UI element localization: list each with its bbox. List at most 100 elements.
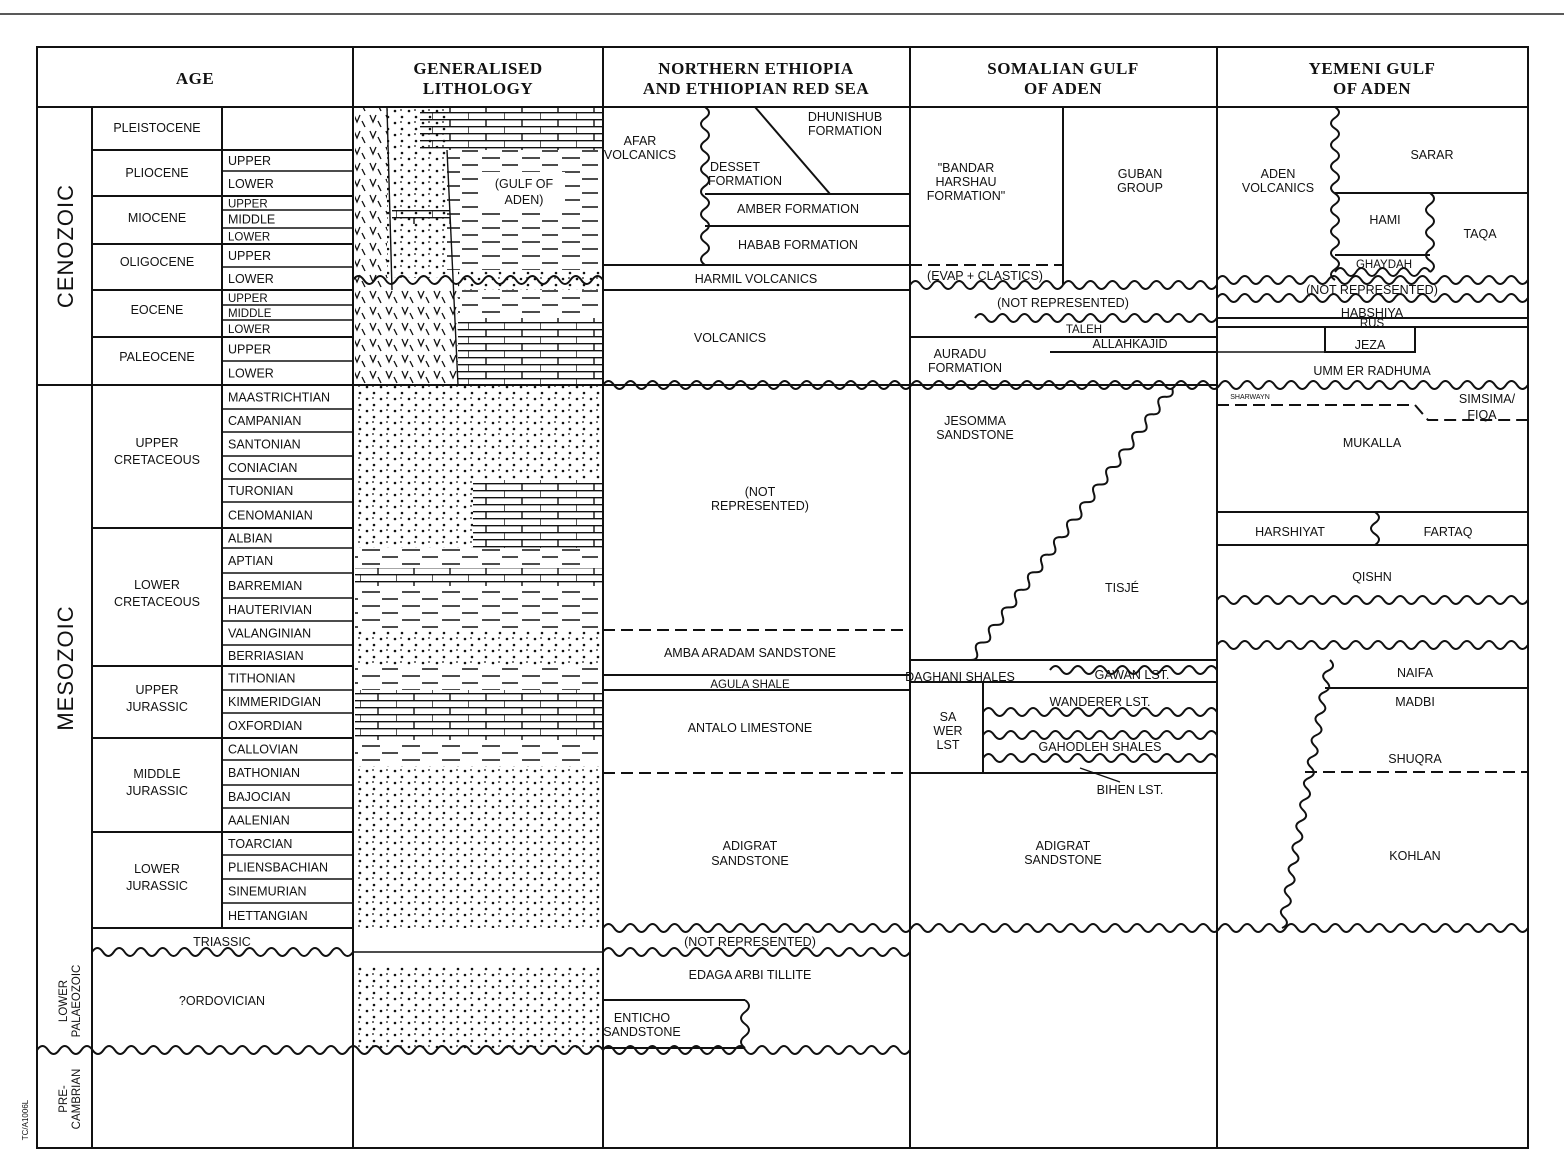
sa-wer-lst-line3: LST [937,738,960,752]
header-yemen-line2: OF ADEN [1333,79,1411,98]
epoch-middle-jurassic-line2: JURASSIC [126,784,188,798]
epoch-lower-cretaceous: LOWER [134,578,180,592]
sa-wer-lst-line2: WER [933,724,962,738]
unconformity-line [1216,293,1529,303]
jesomma-sandstone-line2: SANDSTONE [936,428,1014,442]
unconformity-line [91,947,354,957]
epoch-middle-jurassic: MIDDLE [133,767,180,781]
auradu-formation: AURADU [934,347,987,361]
stage-sinemurian: SINEMURIAN [228,885,306,899]
header-lithology: GENERALISED [413,59,542,78]
allahkajid: ALLAHKAJID [1092,337,1167,351]
unconformity-line [1334,267,1431,277]
yemen-column: ADEN VOLCANICS SARAR HAMI TAQA GHAYDAH (… [1217,106,1528,929]
sa-wer-lst: SA [940,710,957,724]
stage-eocene-upper: UPPER [228,293,268,305]
habab-formation: HABAB FORMATION [738,238,858,252]
header-ethiopia-line2: AND ETHIOPIAN RED SEA [643,79,870,98]
epoch-upper-jurassic-line2: JURASSIC [126,700,188,714]
stage-bathonian: BATHONIAN [228,766,300,780]
stage-barremian: BARREMIAN [228,579,302,593]
rus: RUS [1360,318,1385,330]
naifa: NAIFA [1397,666,1434,680]
epoch-eocene: EOCENE [131,303,184,317]
kohlan: KOHLAN [1389,849,1440,863]
tisje: TISJÉ [1105,580,1139,595]
guban-group: GUBAN [1118,167,1162,181]
epoch-upper-cretaceous: UPPER [135,436,178,450]
epoch-lower-jurassic: LOWER [134,862,180,876]
epoch-paleocene: PALEOCENE [119,350,195,364]
volcanic-fill [355,290,458,385]
limestone-fill [420,108,602,150]
header-age: AGE [176,69,214,88]
figure-code: TC/A1006L [21,1099,30,1140]
habshiya: HABSHIYA [1341,306,1404,320]
ethiopia-column: AFAR VOLCANICS DHUNISHUB FORMATION DESSE… [603,106,910,1049]
volcanic-fill [355,108,387,290]
era-cenozoic: CENOZOIC [53,184,78,308]
bandar-harshau-formation-line3: FORMATION" [927,189,1006,203]
desset-formation: DESSET [710,160,760,174]
stage-maastrichtian: MAASTRICHTIAN [228,391,330,405]
shale-fill [355,548,602,568]
sandstone-fill [355,766,602,928]
stage-pliensbachian: PLIENSBACHIAN [228,861,328,875]
stage-oxfordian: OXFORDIAN [228,719,302,733]
table-grid [36,46,1529,1149]
umm-er-radhuma: UMM ER RADHUMA [1313,364,1431,378]
stage-aptian: APTIAN [228,554,273,568]
bandar-harshau-formation: "BANDAR [938,161,995,175]
tillite-fill [355,965,602,1050]
unconformity-line [909,280,1064,290]
header-row: AGE GENERALISED LITHOLOGY NORTHERN ETHIO… [176,59,1435,98]
wanderer-lst: WANDERER LST. [1050,695,1151,709]
stage-eocene-lower: LOWER [228,324,270,336]
stage-miocene-upper: UPPER [228,199,268,211]
somalia-column: "BANDAR HARSHAU FORMATION" GUBAN GROUP (… [905,107,1218,867]
hami: HAMI [1369,213,1400,227]
madbi: MADBI [1395,695,1435,709]
daghani-shales: DAGHANI SHALES [905,670,1015,684]
not-represented: (NOT REPRESENTED) [1306,283,1438,297]
stage-paleocene-lower: LOWER [228,367,274,381]
amber-formation: AMBER FORMATION [737,202,859,216]
unconformity-line [602,923,1529,933]
unconformity-line [974,313,1218,323]
unconformity-line [36,1045,604,1055]
stage-berriasian: BERRIASIAN [228,649,304,663]
lithology-gulf-of-aden: (GULF OF [495,177,554,191]
unconformity-line [1216,595,1529,605]
epoch-miocene: MIOCENE [128,211,186,225]
lithology-gulf-of-aden-line2: ADEN) [505,193,544,207]
era-mesozoic: MESOZOIC [53,605,78,730]
simsima-fiqa: SIMSIMA/ [1459,392,1516,406]
harshiyat: HARSHIYAT [1255,525,1325,539]
stage-cenomanian: CENOMANIAN [228,509,313,523]
epoch-oligocene: OLIGOCENE [120,255,194,269]
stage-pliocene-upper: UPPER [228,154,271,168]
unconformity-line [1216,275,1529,285]
jesomma-sandstone: JESOMMA [944,414,1006,428]
lateral-contact-line [1425,192,1435,273]
epoch-ordovician: ?ORDOVICIAN [179,994,265,1008]
diachronous-contact-line [1279,659,1334,929]
header-somalia-line2: OF ADEN [1024,79,1102,98]
stage-santonian: SANTONIAN [228,438,301,452]
ghaydah: GHAYDAH [1356,259,1412,271]
unconformity-line [1049,665,1218,675]
sandstone-fill [458,270,602,290]
enticho-sandstone-line2: SANDSTONE [603,1025,681,1039]
stage-turonian: TURONIAN [228,484,293,498]
era-lower-palaeozoic-line2: PALAEOZOIC [71,965,83,1038]
limestone-fill [473,480,602,548]
unconformity-line [1062,280,1218,290]
dhunishub-formation-line2: FORMATION [808,124,882,138]
shale-fill [355,586,602,630]
desset-formation-line2: FORMATION [708,174,782,188]
unconformity-lines [36,275,1529,1055]
stage-paleocene-upper: UPPER [228,343,271,357]
volcanics: VOLCANICS [694,331,766,345]
stage-pliocene-lower: LOWER [228,177,274,191]
enticho-sandstone: ENTICHO [614,1011,671,1025]
